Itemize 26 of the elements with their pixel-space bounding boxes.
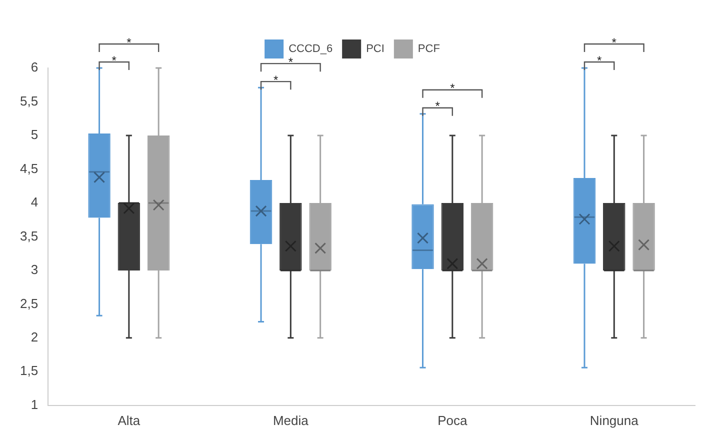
y-tick-label: 5 [30, 127, 38, 142]
y-tick-label: 4 [30, 194, 38, 210]
annotation: * [450, 81, 456, 96]
text: * [112, 53, 117, 68]
y-tick-label: 6 [30, 60, 38, 75]
legend-label: PCI [366, 43, 384, 56]
y-tick-label: 3 [30, 262, 38, 278]
x-tick-label: Media [272, 412, 310, 428]
x-tick-label: Alta [118, 412, 141, 428]
legend-label: PCF [418, 43, 440, 56]
annotation: * [274, 72, 279, 87]
y-tick-label: 4,5 [20, 160, 38, 176]
annotation: * [288, 54, 294, 69]
y-tick-label: 2,5 [20, 296, 38, 311]
y-tick-label: 2 [30, 330, 38, 344]
y-tick-label: 5,5 [20, 93, 38, 108]
y-tick-label: 1 [30, 396, 38, 412]
text: * [612, 35, 617, 50]
legend-label: CCCD_6 [288, 43, 333, 56]
y-tick-label: 3,5 [20, 228, 38, 244]
text: * [126, 35, 132, 50]
text: * [596, 53, 602, 68]
x-tick-label: Poca [438, 412, 468, 428]
y-tick-label: 1,5 [20, 363, 38, 378]
annotation: * [435, 99, 440, 114]
x-tick-label: Ninguna [590, 412, 640, 428]
